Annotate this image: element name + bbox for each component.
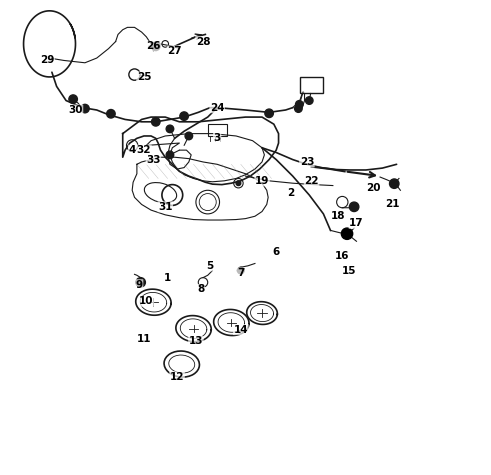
Text: 22: 22 xyxy=(304,176,319,186)
Bar xyxy=(208,124,227,136)
Text: 8: 8 xyxy=(197,285,204,294)
Text: 31: 31 xyxy=(158,202,172,212)
Text: 27: 27 xyxy=(167,46,182,56)
Bar xyxy=(300,77,324,94)
Circle shape xyxy=(305,97,313,104)
Circle shape xyxy=(341,228,353,239)
Text: 17: 17 xyxy=(349,218,364,228)
Circle shape xyxy=(166,151,174,159)
Text: 33: 33 xyxy=(146,154,161,164)
Text: 3: 3 xyxy=(214,133,221,143)
Text: 29: 29 xyxy=(40,56,55,66)
Text: 16: 16 xyxy=(335,251,350,261)
Circle shape xyxy=(350,202,359,211)
Text: 32: 32 xyxy=(136,145,151,155)
Circle shape xyxy=(238,267,244,274)
Text: 13: 13 xyxy=(189,336,203,346)
Text: 5: 5 xyxy=(206,261,214,271)
Text: 4: 4 xyxy=(129,145,136,155)
Text: 18: 18 xyxy=(330,211,345,221)
Circle shape xyxy=(265,109,273,117)
Circle shape xyxy=(180,112,189,120)
Text: 23: 23 xyxy=(300,157,314,167)
Circle shape xyxy=(389,179,399,189)
Text: 28: 28 xyxy=(196,37,210,47)
Circle shape xyxy=(107,110,115,118)
Text: 14: 14 xyxy=(233,324,248,334)
Text: 26: 26 xyxy=(146,41,161,51)
Text: 25: 25 xyxy=(136,72,151,82)
Circle shape xyxy=(81,104,89,113)
Text: 7: 7 xyxy=(237,268,245,278)
Circle shape xyxy=(152,42,160,50)
Circle shape xyxy=(296,101,303,108)
Text: 2: 2 xyxy=(287,188,294,198)
Circle shape xyxy=(152,117,160,126)
Text: 20: 20 xyxy=(366,183,380,193)
Text: 24: 24 xyxy=(210,103,224,113)
Text: 1: 1 xyxy=(164,273,171,283)
Circle shape xyxy=(185,132,192,140)
Circle shape xyxy=(69,95,78,104)
Circle shape xyxy=(295,105,302,113)
Text: 9: 9 xyxy=(136,280,143,290)
Text: 19: 19 xyxy=(255,176,269,186)
Text: 30: 30 xyxy=(68,105,83,115)
Circle shape xyxy=(166,125,174,133)
Text: 10: 10 xyxy=(139,296,154,306)
Text: 15: 15 xyxy=(342,266,356,276)
Circle shape xyxy=(136,278,145,287)
Text: 12: 12 xyxy=(170,372,184,382)
Circle shape xyxy=(236,181,241,186)
Text: 6: 6 xyxy=(273,247,280,256)
Text: 21: 21 xyxy=(384,200,399,209)
Text: 11: 11 xyxy=(136,334,151,344)
